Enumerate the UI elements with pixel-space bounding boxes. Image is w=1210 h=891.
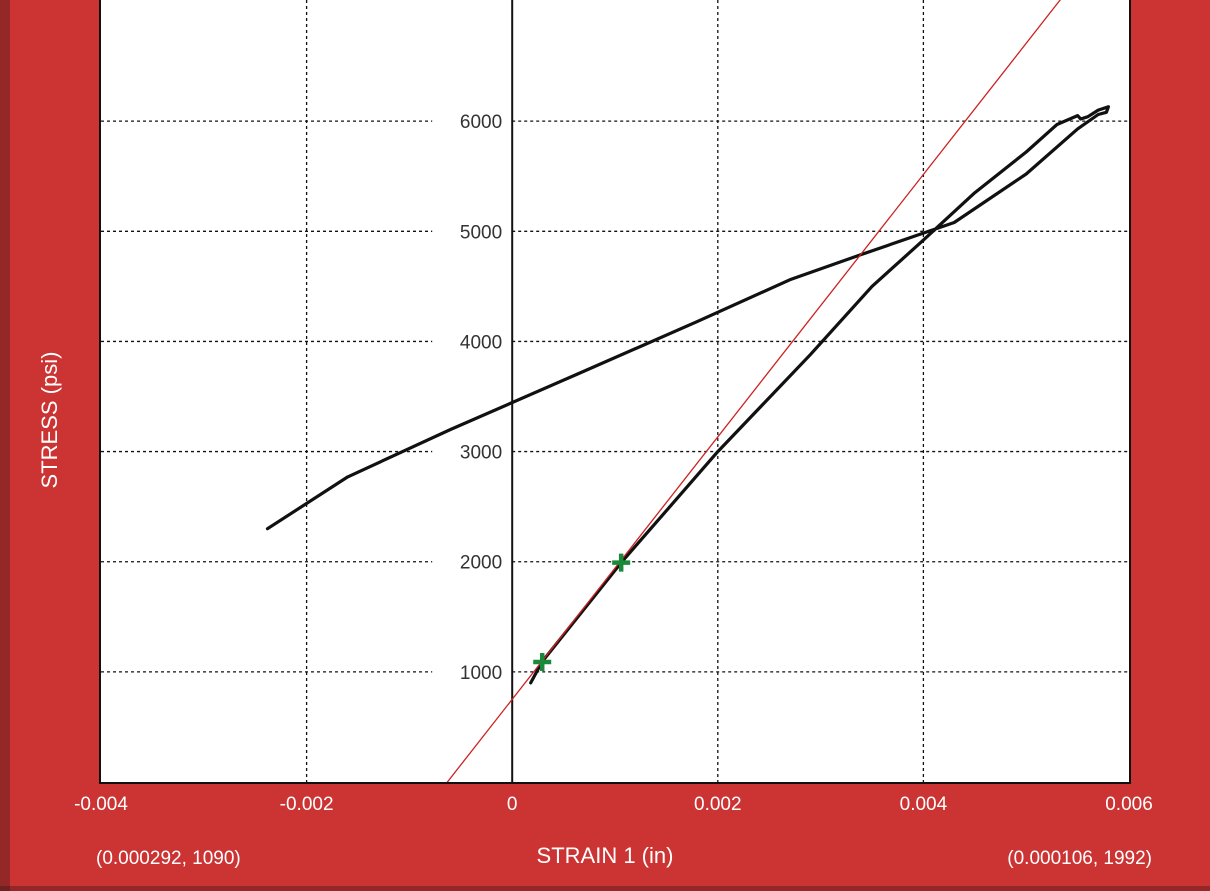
y-axis-title: STRESS (psi) [37,351,62,489]
y-tick-label: 5000 [460,222,502,243]
x-tick-label: -0.002 [280,794,334,815]
y-tick-label: 6000 [460,112,502,133]
data-point-marker[interactable] [612,553,631,572]
x-tick-label: 0.006 [1105,794,1153,815]
y-tick-label: 4000 [460,332,502,353]
x-tick-label: 0.002 [694,794,742,815]
plot-area[interactable] [99,0,1131,784]
data-point-marker[interactable] [533,652,552,671]
x-tick-label: 0.004 [900,794,948,815]
frame-edge-left [0,0,10,891]
y-tick-label: 2000 [460,553,502,574]
frame-edge-bottom [0,886,1210,891]
y-tick-label: 3000 [460,443,502,464]
stress-strain-curve [265,105,1110,685]
cursor-readout-right: (0.000106, 1992) [1007,848,1152,869]
x-tick-label: -0.004 [74,794,128,815]
linear-fit-line [446,0,1061,782]
y-tick-label: 1000 [460,663,502,684]
x-tick-label: 0 [507,794,518,815]
x-axis-title: STRAIN 1 (in) [536,843,674,868]
cursor-readout-left: (0.000292, 1090) [96,848,241,869]
